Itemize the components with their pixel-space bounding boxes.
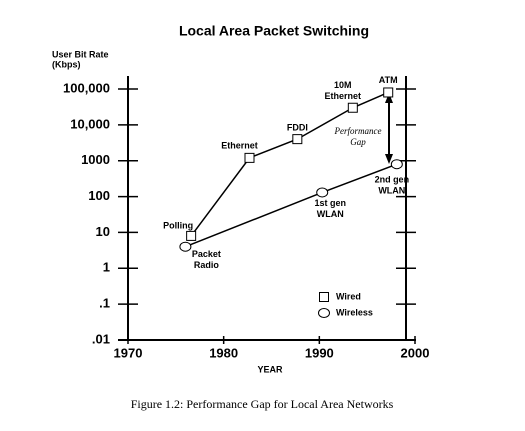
y-tick-label: 100	[88, 188, 110, 203]
y-tick-label: 1	[103, 260, 110, 275]
annotation: Performance	[334, 126, 382, 136]
point-label: Radio	[194, 260, 220, 270]
x-axis-label: YEAR	[257, 364, 283, 374]
legend-label: Wireless	[336, 307, 373, 317]
x-tick-label: 1990	[305, 345, 334, 360]
point-label: FDDI	[287, 123, 308, 133]
series-line	[190, 91, 389, 237]
point-label: ATM	[379, 75, 398, 85]
y-tick-label: 10,000	[70, 116, 110, 131]
point-label: Ethernet	[221, 140, 258, 150]
y-tick-label: .1	[99, 296, 110, 311]
marker-circle	[390, 159, 403, 170]
x-tick-label: 1970	[114, 345, 143, 360]
legend-marker	[319, 292, 329, 302]
chart-title: Local Area Packet Switching	[179, 23, 369, 39]
y-axis-label: User Bit Rate	[52, 49, 109, 59]
point-label: 2nd gen	[375, 175, 410, 185]
legend-label: Wired	[336, 291, 361, 301]
y-tick-label: 10	[96, 224, 110, 239]
x-tick-label: 2000	[401, 345, 430, 360]
marker-circle	[179, 241, 192, 252]
y-axis-label: (Kbps)	[52, 59, 81, 69]
arrow-head	[385, 154, 393, 164]
arrow-head	[385, 93, 393, 103]
marker-square	[347, 102, 358, 113]
x-tick-label: 1980	[209, 345, 238, 360]
legend-marker	[318, 308, 330, 318]
point-label: 10M	[334, 80, 352, 90]
series-line	[185, 163, 398, 248]
y-tick-label: 1000	[81, 152, 110, 167]
y-tick-label: .01	[92, 331, 110, 346]
marker-square	[186, 230, 197, 241]
marker-square	[244, 152, 255, 163]
point-label: 1st gen	[314, 198, 346, 208]
marker-square	[383, 87, 394, 98]
point-label: Ethernet	[325, 91, 362, 101]
annotation: Gap	[350, 137, 366, 147]
caption: Figure 1.2: Performance Gap for Local Ar…	[131, 397, 394, 411]
marker-square	[292, 134, 303, 145]
point-label: Packet	[192, 249, 221, 259]
point-label: WLAN	[378, 186, 405, 196]
point-label: WLAN	[317, 209, 344, 219]
y-tick-label: 100,000	[63, 80, 110, 95]
point-label: Polling	[163, 220, 193, 230]
marker-circle	[316, 187, 329, 198]
